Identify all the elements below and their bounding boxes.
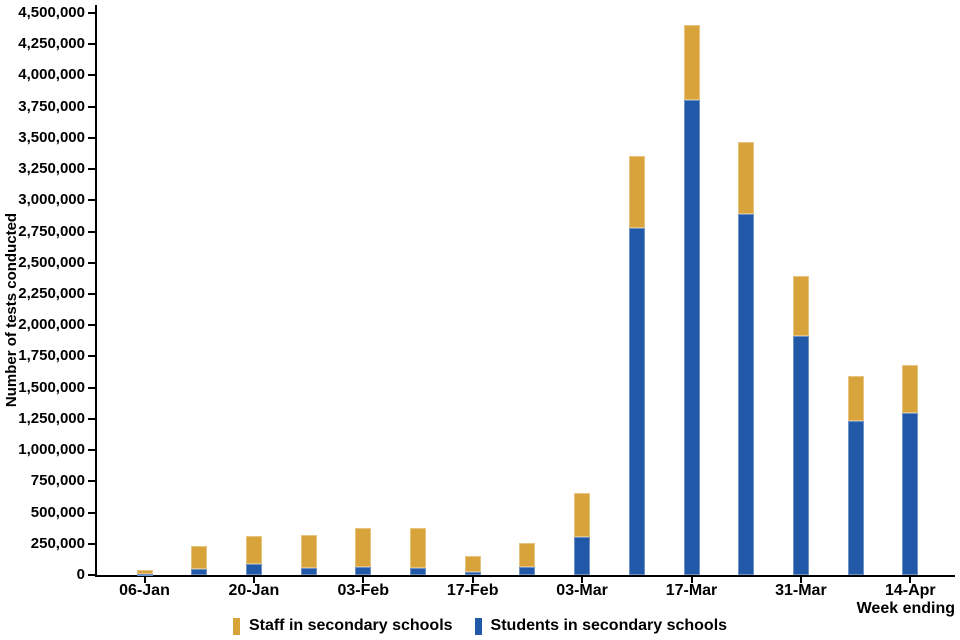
x-tick-label: 14-Apr [884, 582, 936, 599]
y-tick-label: 1,750,000 [18, 347, 85, 365]
bar-segment-students [410, 568, 426, 575]
legend-label: Students in secondary schools [490, 617, 728, 634]
y-axis-tick [88, 386, 96, 389]
y-axis-tick [88, 511, 96, 514]
y-axis-tick [88, 324, 96, 327]
y-tick-label: 1,500,000 [18, 378, 85, 396]
x-tick-label: 20-Jan [228, 582, 280, 599]
y-axis-tick [88, 480, 96, 483]
bar-segment-students [464, 572, 481, 575]
y-axis-tick [88, 449, 96, 452]
y-tick-label: 750,000 [30, 472, 85, 490]
legend-item: Staff in secondary schools [232, 617, 453, 635]
y-tick-label: 2,750,000 [18, 222, 85, 240]
x-axis-line [95, 575, 955, 577]
x-tick-label: 06-Jan [119, 582, 170, 599]
bar-segment-staff [792, 276, 809, 336]
bar-segment-staff [300, 535, 317, 568]
x-tick-label: 17-Mar [665, 582, 718, 599]
legend: Staff in secondary schools Students in se… [0, 615, 960, 637]
y-tick-label: 0 [76, 566, 85, 583]
x-axis-tick [143, 577, 146, 583]
y-tick-label: 250,000 [30, 534, 85, 552]
bar-segment-staff [519, 543, 536, 567]
y-tick-label: 3,750,000 [18, 97, 85, 115]
y-tick-label: 500,000 [30, 503, 85, 521]
bar-segment-students [902, 413, 919, 575]
bar-segment-students [574, 537, 591, 575]
legend-swatch-icon [474, 617, 482, 635]
y-tick-label: 2,000,000 [18, 316, 85, 334]
bar-segment-students [792, 336, 809, 575]
bar-segment-staff [191, 546, 208, 569]
bar-segment-students [136, 574, 153, 576]
y-axis-tick [88, 417, 96, 420]
bar-segment-staff [628, 156, 645, 228]
y-axis-tick [88, 43, 96, 46]
y-axis-tick [88, 74, 96, 77]
x-tick-label: 31-Mar [775, 582, 827, 599]
bar-segment-staff [902, 365, 919, 413]
y-axis-tick [88, 542, 96, 545]
y-axis-tick [88, 168, 96, 171]
y-tick-label: 4,250,000 [18, 35, 85, 53]
x-tick-label: 17-Feb [446, 582, 499, 599]
legend-swatch-icon [232, 617, 240, 635]
y-axis-tick [88, 293, 96, 295]
bar-segment-students [628, 228, 645, 575]
x-axis-tick [581, 577, 584, 583]
bar-segment-staff [847, 376, 864, 421]
bar-segment-staff [574, 493, 591, 537]
x-axis-tick [362, 577, 365, 583]
y-axis-tick [88, 199, 96, 202]
x-axis-tick [799, 577, 802, 583]
y-axis-tick [88, 105, 96, 108]
x-tick-label: 03-Feb [337, 582, 390, 599]
x-axis-tick [690, 577, 693, 583]
y-axis-tick [88, 12, 96, 14]
bar-segment-staff [683, 25, 700, 100]
x-axis-tick [909, 577, 912, 583]
bar-segment-students [738, 214, 755, 575]
x-axis-tick [471, 577, 474, 583]
bar-segment-staff [355, 528, 372, 567]
y-axis-tick [88, 261, 96, 264]
y-tick-label: 3,250,000 [18, 160, 85, 178]
bar-segment-staff [410, 528, 426, 568]
y-tick-label: 1,000,000 [18, 441, 85, 459]
x-axis-tick [252, 577, 255, 583]
bar-segment-students [519, 567, 536, 575]
bar-segment-students [191, 569, 208, 575]
bar-segment-staff [738, 142, 755, 214]
y-tick-label: 2,500,000 [18, 253, 85, 271]
y-tick-label: 4,500,000 [18, 4, 85, 21]
y-tick-label: 1,250,000 [18, 409, 85, 427]
x-tick-label: 03-Mar [556, 582, 608, 599]
bar-segment-students [245, 564, 262, 575]
y-axis-tick [88, 230, 96, 233]
bar-segment-students [847, 421, 864, 575]
y-tick-label: 2,250,000 [18, 285, 85, 302]
bar-segment-students [355, 567, 372, 575]
legend-item: Students in secondary schools [474, 617, 728, 635]
bar-segment-staff [136, 570, 153, 574]
bar-segment-students [683, 100, 700, 575]
y-axis-tick [88, 574, 96, 576]
y-tick-label: 4,000,000 [18, 66, 85, 84]
legend-label: Staff in secondary schools [248, 617, 453, 634]
bar-segment-students [300, 568, 317, 575]
x-axis-title: Week ending [856, 600, 955, 617]
bar-segment-staff [464, 556, 481, 572]
y-axis-tick [88, 136, 96, 139]
y-axis-tick [88, 355, 96, 358]
y-tick-label: 3,000,000 [18, 191, 85, 209]
y-tick-label: 3,500,000 [18, 128, 85, 146]
y-axis-line [95, 5, 97, 577]
bar-segment-staff [245, 536, 262, 564]
